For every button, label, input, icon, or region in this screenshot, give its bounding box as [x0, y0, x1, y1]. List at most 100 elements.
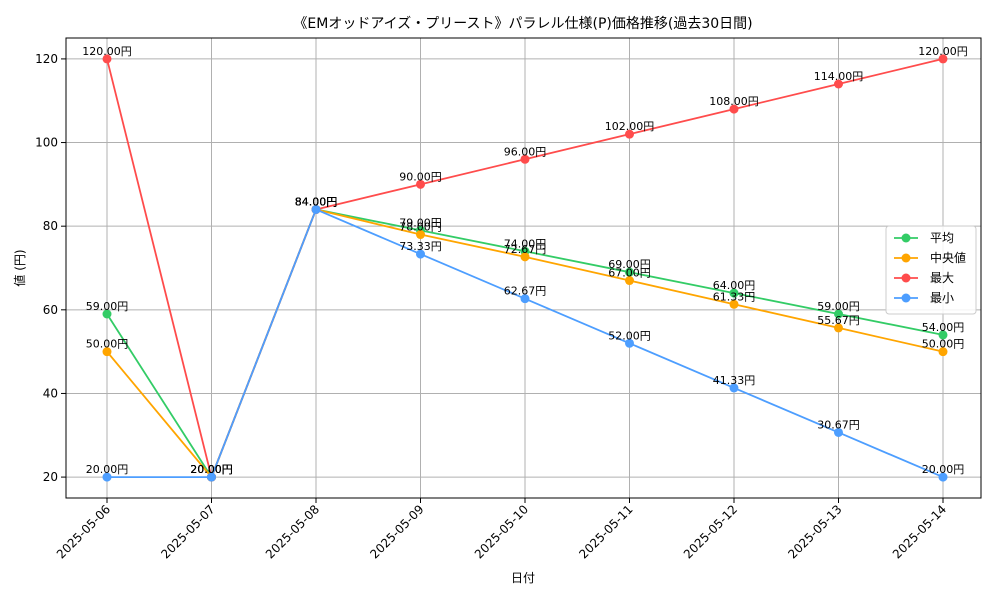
data-label: 52.00円: [608, 329, 651, 342]
data-point: [625, 129, 634, 139]
legend-frame: [885, 225, 977, 315]
data-point: [938, 347, 948, 357]
data-point: [520, 252, 530, 262]
x-tick-label: 2025-05-13: [785, 502, 844, 561]
data-label: 20.00円: [86, 463, 129, 476]
data-label: 59.00円: [817, 300, 860, 313]
data-point: [416, 249, 425, 259]
data-label: 20.00円: [190, 463, 233, 476]
data-point: [834, 427, 843, 437]
legend-label: 最小: [930, 291, 954, 305]
data-label: 50.00円: [922, 338, 965, 351]
y-tick-label: 120: [35, 52, 58, 66]
x-tick-label: 2025-05-14: [890, 502, 949, 561]
data-point: [729, 299, 739, 309]
data-point: [625, 276, 634, 286]
data-point: [834, 309, 843, 319]
data-point: [834, 323, 843, 333]
series-layer: [102, 54, 948, 482]
legend-label: 中央値: [930, 250, 966, 265]
data-label: 84.00円: [295, 195, 338, 208]
data-label: 59.00円: [86, 300, 129, 313]
data-point: [729, 104, 739, 114]
data-label: 64.00円: [713, 279, 756, 292]
data-label: 114.00円: [814, 70, 864, 83]
x-tick-label: 2025-05-11: [576, 502, 635, 561]
data-label: 90.00円: [399, 170, 442, 183]
legend-marker: [901, 233, 911, 243]
data-point: [625, 338, 634, 348]
data-point: [520, 294, 530, 304]
data-point: [207, 472, 216, 482]
data-label: 74.00円: [504, 237, 547, 250]
data-label: 120.00円: [82, 45, 132, 58]
data-label: 20.00円: [922, 463, 965, 476]
y-tick-label: 40: [43, 386, 58, 400]
data-label: 20.00円: [190, 463, 233, 476]
legend-marker: [901, 293, 911, 303]
x-tick-label: 2025-05-06: [54, 502, 113, 561]
data-labels: 59.00円 20.00円 84.00円 79.00円 74.00円 69.00円 64.0…: [82, 45, 968, 476]
data-point: [102, 309, 112, 319]
data-label: 20.00円: [190, 463, 233, 476]
data-label: 84.00円: [295, 195, 338, 208]
y-tick-label: 100: [35, 136, 58, 150]
data-point: [834, 79, 843, 89]
x-tick-label: 2025-05-12: [681, 502, 740, 561]
data-label: 30.67円: [817, 418, 860, 431]
x-axis-label: 日付: [511, 571, 535, 585]
data-point: [729, 288, 739, 298]
legend-label: 平均: [930, 231, 954, 245]
data-point: [102, 54, 112, 64]
series-3: [102, 204, 948, 482]
data-point: [938, 472, 948, 482]
data-label: 120.00円: [918, 45, 968, 58]
data-label: 84.00円: [295, 195, 338, 208]
data-label: 62.67円: [504, 285, 547, 298]
data-label: 72.67円: [504, 243, 547, 256]
data-point: [416, 230, 425, 240]
data-label: 69.00円: [608, 258, 651, 271]
data-label: 108.00円: [709, 95, 759, 108]
plot-area-frame: [65, 37, 982, 499]
legend-label: 最大: [930, 271, 954, 285]
data-point: [938, 330, 948, 340]
data-label: 55.67円: [817, 314, 860, 327]
data-label: 73.33円: [399, 240, 442, 253]
data-label: 84.00円: [295, 195, 338, 208]
x-tick-label: 2025-05-08: [263, 502, 322, 561]
data-point: [729, 383, 739, 393]
legend-item: 平均: [894, 231, 954, 245]
data-label: 79.00円: [399, 216, 442, 229]
data-point: [938, 54, 948, 64]
data-label: 96.00円: [504, 145, 547, 158]
data-point: [520, 154, 530, 164]
data-point: [102, 347, 112, 357]
data-label: 61.33円: [713, 290, 756, 303]
legend-marker: [901, 273, 911, 283]
data-label: 50.00円: [86, 338, 129, 351]
chart-title: 《EMオッドアイズ・プリースト》パラレル仕様(P)価格推移(過去30日間): [293, 16, 752, 32]
y-axis-label: 値 (円): [12, 249, 27, 286]
data-label: 102.00円: [605, 120, 655, 133]
y-tick-label: 80: [43, 219, 58, 233]
legend-item: 最小: [894, 291, 954, 305]
data-point: [416, 179, 425, 189]
legend-item: 中央値: [894, 250, 966, 265]
x-tick-label: 2025-05-09: [367, 502, 426, 561]
data-label: 78.00円: [399, 221, 442, 234]
axes: 2025-05-06 2025-05-07 2025-05-08 2025-05-09…: [35, 52, 949, 562]
data-point: [311, 204, 321, 214]
data-point: [625, 267, 634, 277]
y-tick-label: 60: [43, 303, 58, 317]
x-tick-label: 2025-05-07: [158, 502, 217, 561]
y-tick-label: 20: [43, 470, 58, 484]
data-label: 54.00円: [922, 321, 965, 334]
data-point: [102, 472, 112, 482]
data-label: 20.00円: [190, 463, 233, 476]
legend-item: 最大: [894, 271, 954, 285]
x-tick-label: 2025-05-10: [472, 502, 531, 561]
